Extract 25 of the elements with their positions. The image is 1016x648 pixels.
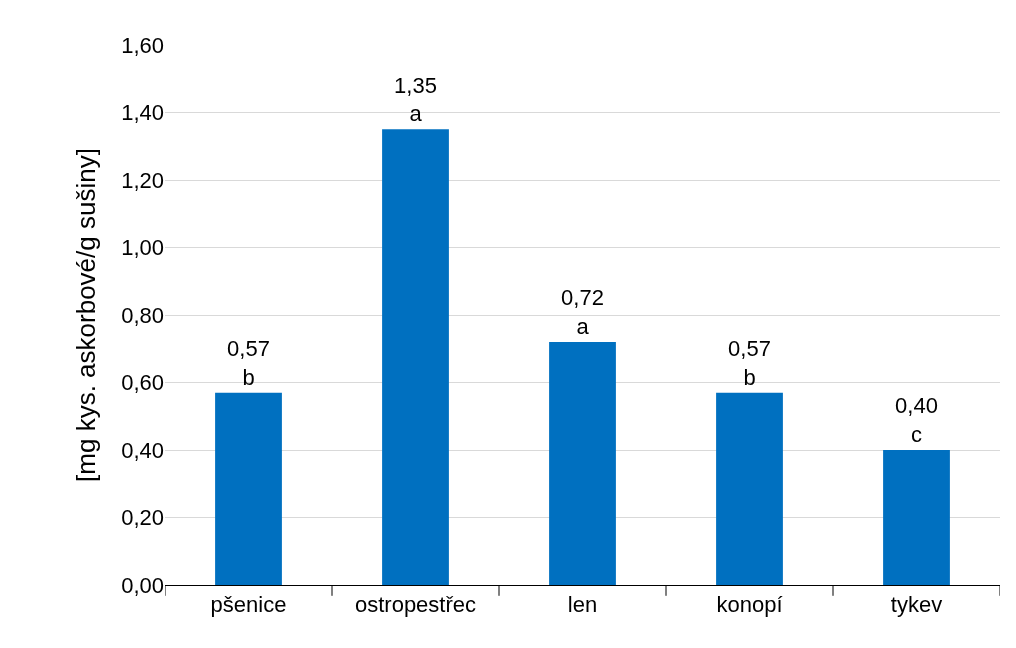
bar (215, 392, 282, 585)
y-tick-label: 1,40 (121, 100, 164, 126)
x-tick-label: konopí (716, 592, 783, 618)
bar (382, 129, 449, 585)
y-tick-label: 0,80 (121, 302, 164, 328)
x-tick-label: len (567, 592, 598, 618)
data-label: 0,40 c (895, 393, 938, 447)
data-label: 0,57 b (728, 336, 771, 390)
y-tick-label: 0,60 (121, 370, 164, 396)
x-tick-label: pšenice (210, 592, 287, 618)
x-tick-label: ostropestřec (354, 592, 477, 618)
data-label: 0,57 b (227, 336, 270, 390)
data-label: 1,35 a (394, 72, 437, 127)
y-tick-label: 1,60 (121, 32, 164, 58)
bar (549, 342, 616, 585)
data-label: 0,72 a (561, 285, 604, 339)
bar (716, 392, 783, 585)
y-tick-label: 0,00 (121, 572, 164, 598)
y-tick-label: 0,20 (121, 505, 164, 531)
y-tick-label: 1,20 (121, 167, 164, 193)
bar (883, 450, 950, 585)
y-axis-title: [mg kys. askorbové/g sušiny] (70, 148, 101, 482)
y-tick-label: 1,00 (121, 235, 164, 261)
x-tick-label: tykev (890, 592, 943, 618)
y-tick-label: 0,40 (121, 437, 164, 463)
